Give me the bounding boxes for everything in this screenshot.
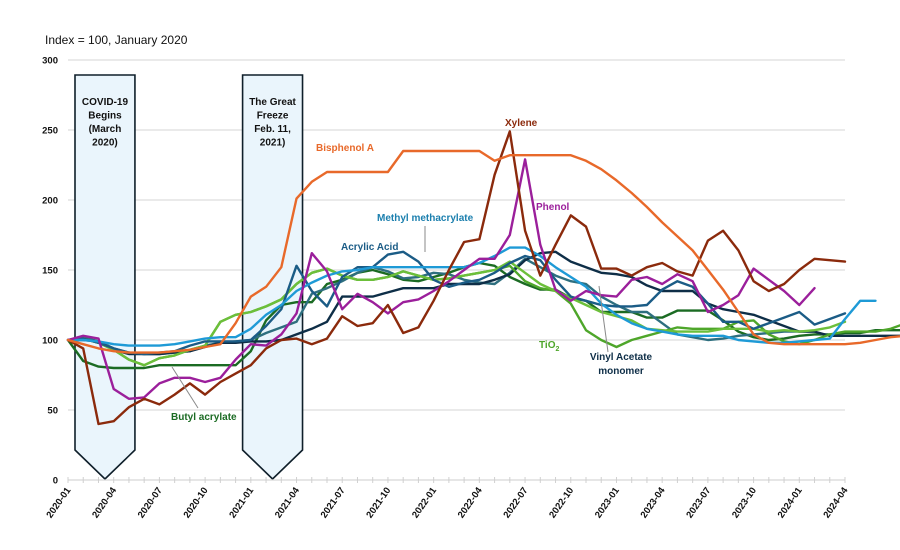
label-vinyl-acetate-2: monomer: [598, 366, 644, 377]
gridlines: [68, 59, 845, 411]
series-line-xylene: [66, 130, 847, 426]
leader-vinyl-acetate: [598, 285, 609, 353]
label-tio2-sub: 2: [555, 346, 559, 353]
annotation-box-covid: [74, 74, 136, 481]
annotation-covid: COVID-19 Begins (March 2020): [74, 74, 136, 481]
label-phenol: Phenol: [536, 202, 570, 213]
y-tick-label: 50: [47, 406, 58, 417]
leader-butyl-acrylate: [171, 366, 199, 409]
x-tick-label: 2023-07: [684, 485, 713, 520]
chart-subtitle: Index = 100, January 2020: [45, 33, 188, 47]
annotation-text-covid: Begins: [88, 111, 122, 122]
series-line-bisphenol-a: [66, 149, 900, 354]
y-tick-label: 150: [42, 266, 58, 277]
label-butyl-acrylate: Butyl acrylate: [171, 412, 237, 423]
y-tick-label: 300: [42, 56, 58, 67]
x-tick-label: 2021-04: [273, 485, 302, 520]
series-line-methyl-methacrylate: [66, 246, 877, 347]
x-tick-label: 2020-10: [182, 485, 211, 520]
x-tick-label: 2021-01: [227, 485, 256, 520]
series-line-series-dark-green: [66, 261, 900, 370]
x-tick-label: 2022-04: [456, 485, 485, 520]
x-tick-label: 2022-10: [547, 485, 576, 520]
y-tick-label: 100: [42, 336, 58, 347]
x-tick-label: 2020-01: [44, 485, 73, 520]
x-tick-label: 2021-10: [364, 485, 393, 520]
x-tick-label: 2020-07: [136, 485, 165, 520]
series-labels: Bisphenol A Xylene Phenol Methyl methacr…: [171, 118, 653, 423]
label-tio2-main: TiO: [539, 340, 556, 351]
annotation-text-covid: 2020): [92, 138, 118, 149]
y-axis-ticks: 0 50 100 150 200 250 300: [42, 56, 58, 487]
annotation-text-freeze: 2021): [260, 138, 286, 149]
x-tick-label: 2023-10: [730, 485, 759, 520]
y-tick-label: 0: [53, 476, 58, 487]
series-lines: [66, 130, 900, 426]
y-tick-label: 250: [42, 126, 58, 137]
label-vinyl-acetate-1: Vinyl Acetate: [590, 352, 653, 363]
x-tick-label: 2022-07: [502, 485, 531, 520]
annotation-text-freeze: Feb. 11,: [254, 124, 291, 135]
y-tick-label: 200: [42, 196, 58, 207]
x-tick-label: 2024-04: [821, 485, 850, 520]
x-axis: 2020-01 2020-04 2020-07 2020-10 2021-01 2021-…: [44, 477, 851, 520]
label-acrylic-acid: Acrylic Acid: [341, 242, 398, 253]
series-line-acrylic-acid: [66, 250, 847, 356]
annotation-text-covid: (March: [89, 124, 122, 135]
label-xylene: Xylene: [505, 118, 538, 129]
x-tick-label: 2023-04: [639, 485, 668, 520]
x-tick-label: 2024-01: [776, 485, 805, 520]
label-bisphenol-a: Bisphenol A: [316, 143, 374, 154]
annotation-text-freeze: The Great: [249, 97, 296, 108]
x-tick-label: 2021-07: [319, 485, 348, 520]
x-tick-label: 2020-04: [90, 485, 119, 520]
label-tio2: TiO2: [539, 340, 559, 353]
label-methyl-methacrylate: Methyl methacrylate: [377, 213, 474, 224]
annotation-text-freeze: Freeze: [257, 111, 289, 122]
x-tick-label: 2023-01: [593, 485, 622, 520]
x-tick-label: 2022-01: [410, 485, 439, 520]
annotation-text-covid: COVID-19: [82, 97, 129, 108]
